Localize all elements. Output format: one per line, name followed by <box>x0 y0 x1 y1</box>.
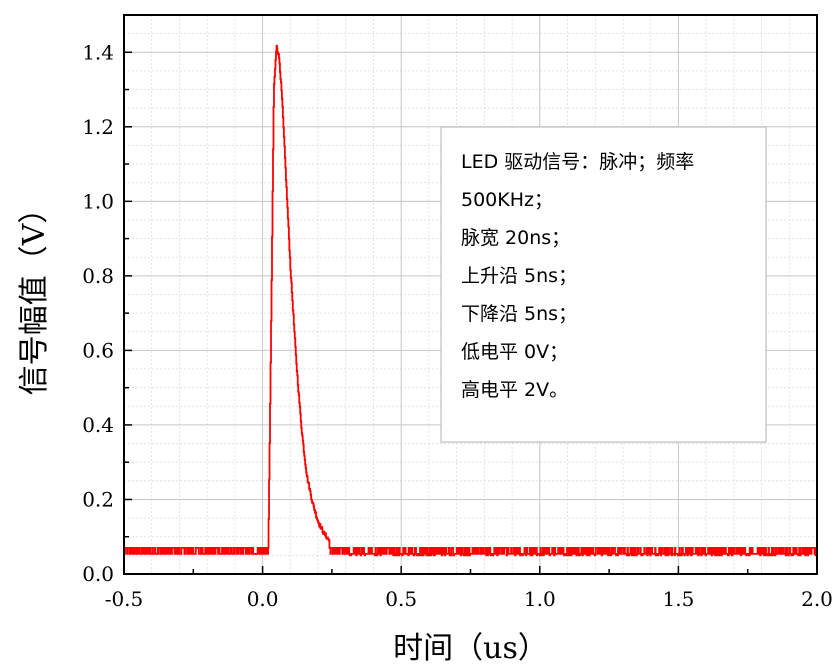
y-tick-labels: 0.0 0.2 0.4 0.6 0.8 1.0 1.2 1.4 <box>82 40 114 586</box>
x-tick-label: 0.0 <box>247 587 279 611</box>
y-tick-label: 0.4 <box>82 413 114 437</box>
y-axis-title: 信号幅值（V） <box>17 194 52 396</box>
y-tick-label: 0.6 <box>82 338 114 362</box>
x-axis-title: 时间（us） <box>393 631 548 666</box>
annotation-line: 低电平 0V； <box>461 341 568 363</box>
y-tick-label: 1.0 <box>82 189 114 213</box>
series-layer <box>123 44 817 557</box>
y-tick-label: 1.4 <box>82 40 114 64</box>
y-tick-label: 0.0 <box>82 562 114 586</box>
x-tick-label: 1.0 <box>524 587 556 611</box>
annotation-box: LED 驱动信号：脉冲；频率 500KHz； 脉宽 20ns； 上升沿 5ns；… <box>440 126 767 443</box>
x-tick-label: 0.5 <box>385 587 417 611</box>
annotation-box-border <box>440 126 767 443</box>
x-tick-label: 1.5 <box>662 587 694 611</box>
tick-layer <box>123 51 818 575</box>
annotation-line: LED 驱动信号：脉冲；频率 <box>461 151 694 173</box>
annotation-line: 脉宽 20ns； <box>461 227 570 249</box>
y-tick-label: 0.2 <box>82 487 114 511</box>
annotation-line: 下降沿 5ns； <box>461 303 577 325</box>
annotation-line: 500KHz； <box>461 189 553 211</box>
x-tick-labels: -0.5 0.0 0.5 1.0 1.5 2.0 <box>105 587 833 611</box>
annotation-line: 高电平 2V。 <box>461 379 568 401</box>
x-tick-label: -0.5 <box>105 587 144 611</box>
x-tick-label: 2.0 <box>801 587 833 611</box>
y-tick-label: 1.2 <box>82 115 114 139</box>
annotation-line: 上升沿 5ns； <box>461 265 577 287</box>
y-tick-label: 0.8 <box>82 264 114 288</box>
signal-line <box>123 44 817 557</box>
